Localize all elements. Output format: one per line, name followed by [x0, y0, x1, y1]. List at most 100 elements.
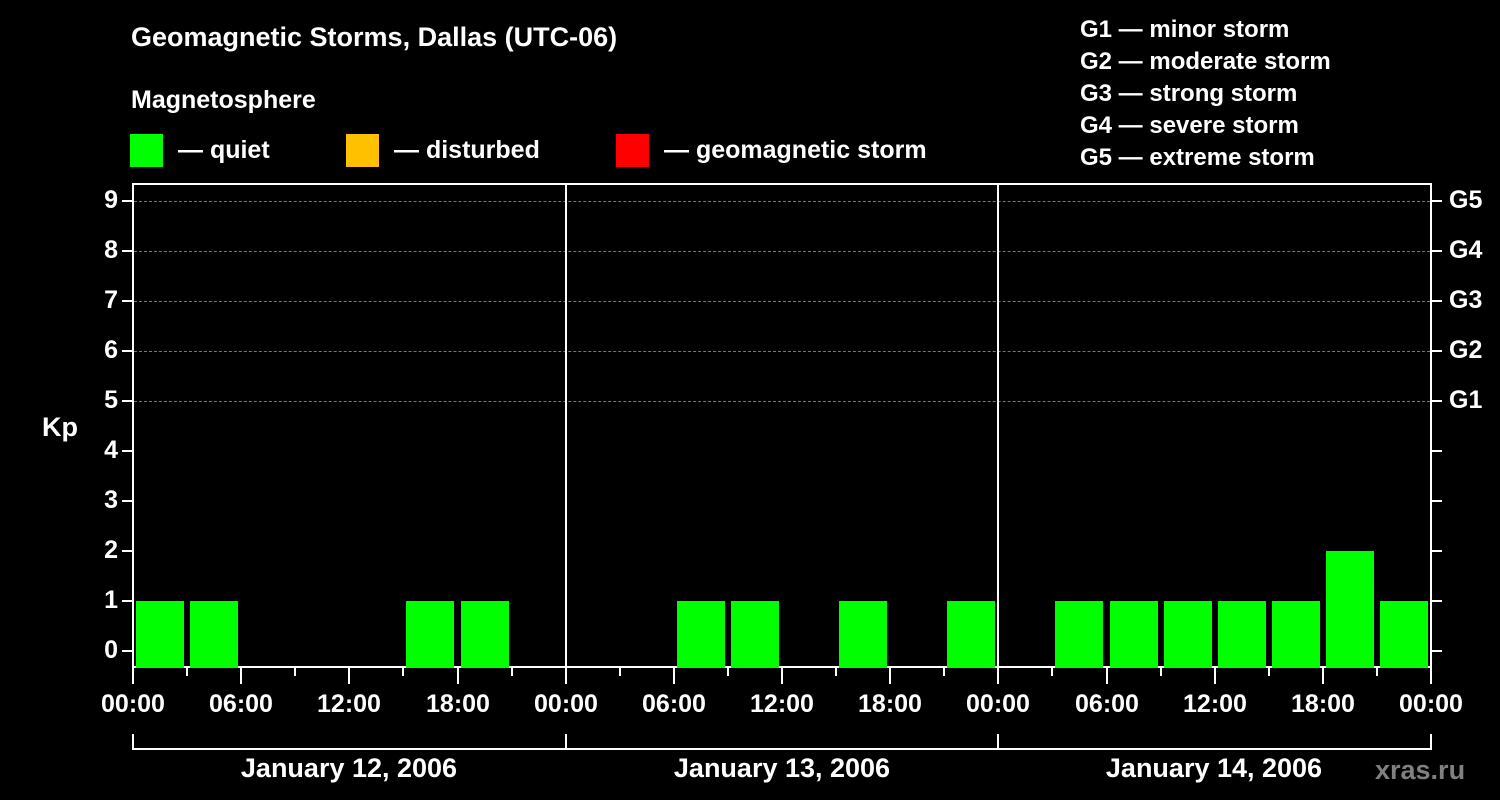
- gridline-kp-7: [134, 301, 1430, 302]
- plot-area: [132, 183, 1432, 668]
- x-axis-tick-label: 12:00: [317, 690, 381, 718]
- gridline-kp-9: [134, 201, 1430, 202]
- y-tick-right-2: [1432, 550, 1442, 552]
- x-axis-tick-label: 06:00: [1075, 690, 1139, 718]
- x-axis-tick-label: 18:00: [426, 690, 490, 718]
- storm-scale-g2: G2 — moderate storm: [1080, 48, 1331, 75]
- x-tick-major: [673, 668, 675, 684]
- x-tick-major: [565, 668, 567, 684]
- day-label: January 14, 2006: [1105, 753, 1323, 783]
- day-separator-2: [997, 183, 999, 668]
- x-tick-major: [132, 668, 134, 684]
- y-tick-right-1: [1432, 600, 1442, 602]
- storm-scale-legend: G1 — minor storm G2 — moderate storm G3 …: [1080, 14, 1331, 174]
- y-axis-tick-label-8: 8: [104, 236, 118, 264]
- kp-bar: [839, 601, 887, 668]
- x-tick-major: [997, 668, 999, 684]
- x-tick-minor: [1376, 668, 1378, 676]
- y-tick-right-3: [1432, 500, 1442, 502]
- watermark: xras.ru: [1375, 755, 1466, 785]
- y-axis-tick-label-6: 6: [104, 336, 118, 364]
- day-bracket: [565, 734, 1000, 750]
- x-tick-major: [348, 668, 350, 684]
- x-tick-major: [1106, 668, 1108, 684]
- y-axis-tick-label-1: 1: [104, 586, 118, 614]
- y-tick-1: [122, 600, 132, 602]
- x-tick-major: [889, 668, 891, 684]
- y-tick-5: [122, 400, 132, 402]
- x-tick-major: [457, 668, 459, 684]
- x-tick-minor: [402, 668, 404, 676]
- kp-bar: [461, 601, 509, 668]
- kp-bar: [1380, 601, 1428, 668]
- gridline-kp-6: [134, 351, 1430, 352]
- day-label: January 12, 2006: [240, 753, 458, 783]
- y-tick-0: [122, 650, 132, 652]
- g-axis-label-g3: G3: [1449, 286, 1483, 314]
- y-axis-tick-label-7: 7: [104, 286, 118, 314]
- legend-label-disturbed: — disturbed: [394, 135, 540, 164]
- g-axis-label-g4: G4: [1449, 236, 1483, 264]
- x-tick-minor: [186, 668, 188, 676]
- y-tick-2: [122, 550, 132, 552]
- storm-scale-g1: G1 — minor storm: [1080, 16, 1290, 43]
- x-axis-tick-label: 00:00: [101, 690, 165, 718]
- storm-scale-g5: G5 — extreme storm: [1080, 144, 1315, 171]
- day-bracket: [997, 734, 1432, 750]
- kp-bar: [1110, 601, 1158, 668]
- g-axis-label-g2: G2: [1449, 336, 1483, 364]
- gridline-kp-8: [134, 251, 1430, 252]
- gridline-kp-5: [134, 401, 1430, 402]
- y-tick-9: [122, 200, 132, 202]
- x-tick-minor: [727, 668, 729, 676]
- kp-bar: [406, 601, 454, 668]
- day-label: January 13, 2006: [673, 753, 891, 783]
- kp-bar: [1164, 601, 1212, 668]
- y-tick-8: [122, 250, 132, 252]
- kp-bar: [136, 601, 184, 668]
- y-tick-6: [122, 350, 132, 352]
- x-axis-tick-label: 12:00: [750, 690, 814, 718]
- kp-bar: [1055, 601, 1103, 668]
- kp-bar: [677, 601, 725, 668]
- x-axis-tick-label: 18:00: [858, 690, 922, 718]
- x-axis-tick-label: 00:00: [966, 690, 1030, 718]
- y-axis-tick-label-0: 0: [104, 636, 118, 664]
- y-tick-right-0: [1432, 650, 1442, 652]
- g-axis-label-g5: G5: [1449, 186, 1483, 214]
- legend-storm: — geomagnetic storm: [616, 133, 927, 167]
- legend-swatch-storm: [616, 133, 649, 167]
- y-tick-right-9: [1432, 200, 1442, 202]
- y-axis-tick-label-3: 3: [104, 486, 118, 514]
- y-tick-right-7: [1432, 300, 1442, 302]
- day-bracket-end: [1430, 734, 1432, 750]
- x-axis-tick-label: 06:00: [209, 690, 273, 718]
- y-axis-tick-label-5: 5: [104, 386, 118, 414]
- legend-quiet: — quiet: [130, 133, 270, 167]
- y-tick-right-4: [1432, 450, 1442, 452]
- legend-label-storm: — geomagnetic storm: [664, 135, 927, 164]
- x-tick-minor: [835, 668, 837, 676]
- x-tick-minor: [294, 668, 296, 676]
- x-axis-tick-label: 18:00: [1291, 690, 1355, 718]
- storm-scale-g3: G3 — strong storm: [1080, 80, 1298, 107]
- kp-bar: [1272, 601, 1320, 668]
- legend-label-quiet: — quiet: [178, 135, 270, 164]
- x-tick-major: [781, 668, 783, 684]
- x-tick-minor: [943, 668, 945, 676]
- y-tick-right-8: [1432, 250, 1442, 252]
- x-tick-minor: [1268, 668, 1270, 676]
- x-axis-tick-label: 00:00: [534, 690, 598, 718]
- kp-bar: [947, 601, 995, 668]
- x-tick-major: [1322, 668, 1324, 684]
- legend-swatch-quiet: [130, 133, 163, 167]
- chart-subtitle: Magnetosphere: [131, 86, 316, 114]
- x-tick-minor: [619, 668, 621, 676]
- day-bracket: [132, 734, 567, 750]
- x-tick-major: [240, 668, 242, 684]
- y-axis-label: Kp: [42, 412, 78, 442]
- x-tick-major: [1430, 668, 1432, 684]
- chart-title: Geomagnetic Storms, Dallas (UTC-06): [131, 22, 618, 52]
- x-axis-tick-label: 00:00: [1399, 690, 1463, 718]
- legend-disturbed: — disturbed: [346, 133, 540, 167]
